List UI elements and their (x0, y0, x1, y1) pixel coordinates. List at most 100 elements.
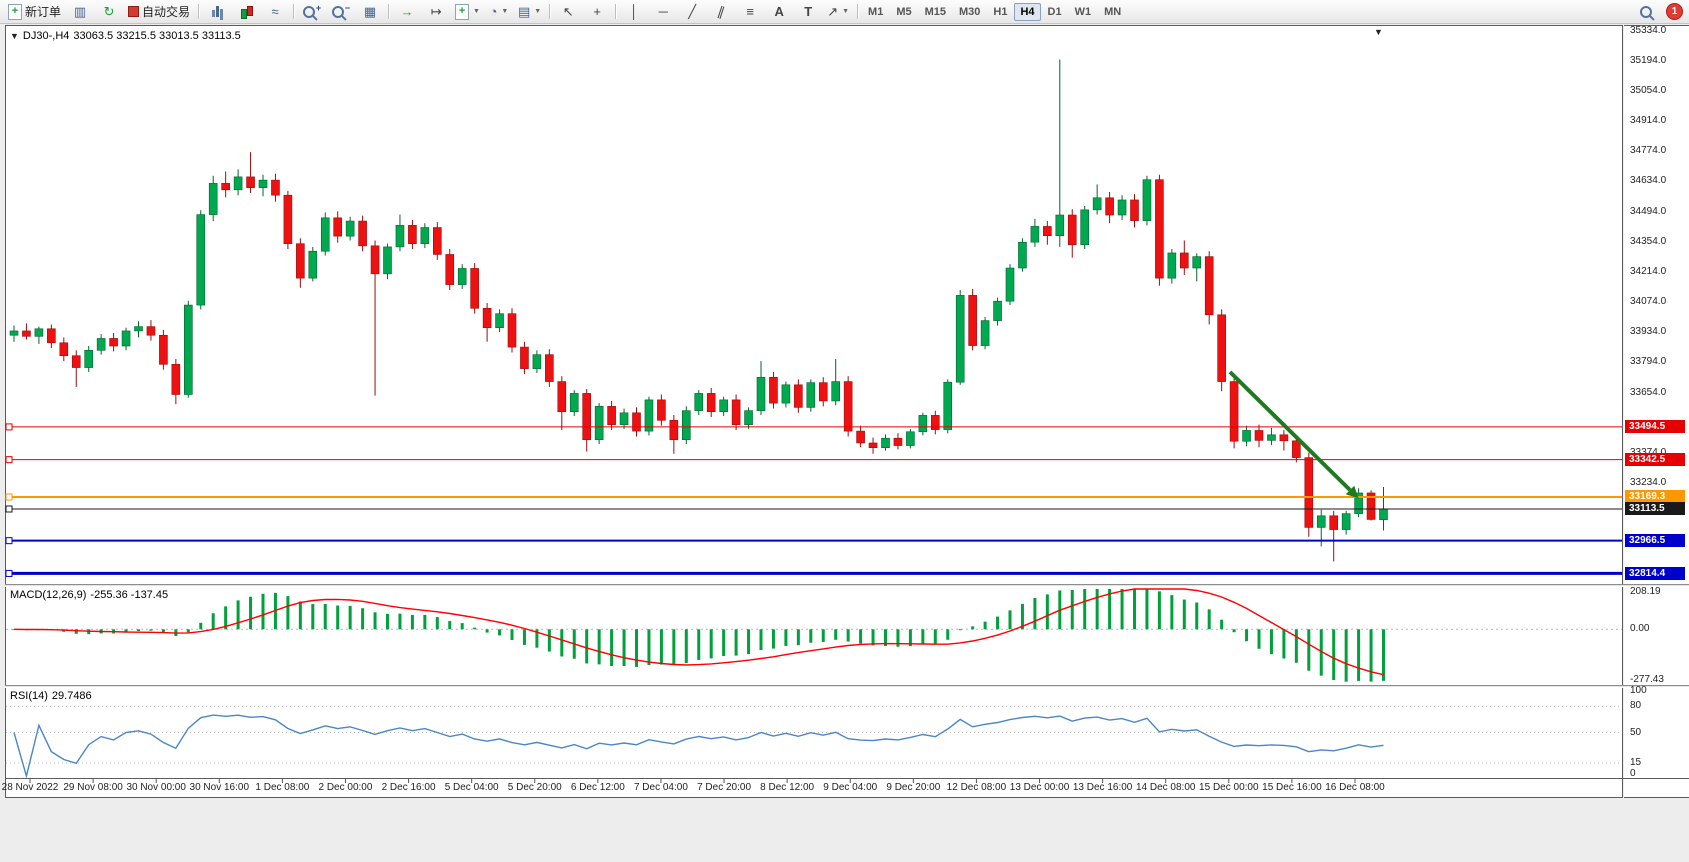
time-label: 28 Nov 2022 (1, 782, 59, 793)
toolbar-right-group: 1 (1632, 1, 1685, 23)
text-icon: A (774, 4, 784, 19)
refresh-quotes-button[interactable]: ↻ (95, 1, 123, 23)
crosshair-tool-button[interactable]: + (583, 1, 611, 23)
timeframe-h4[interactable]: H4 (1014, 2, 1041, 21)
vertical-line-tool-button[interactable]: │ (620, 1, 648, 23)
timeframe-d1[interactable]: D1 (1047, 5, 1062, 18)
line-chart-mode-button[interactable]: ≈ (261, 1, 289, 23)
time-axis-separator (5, 778, 1689, 779)
chevron-down-icon: ▼ (534, 8, 542, 15)
bar-chart-icon (211, 5, 224, 18)
zoom-in-button[interactable]: + (298, 1, 326, 23)
cursor-tool-button[interactable]: ↖ (554, 1, 582, 23)
indicators-button[interactable]: + ▼ (451, 1, 484, 23)
macd-values: -255.36 -137.45 (90, 589, 169, 601)
autotrading-button[interactable]: 自动交易 (124, 1, 194, 23)
price-badge-33342.5: 33342.5 (1625, 453, 1685, 467)
timeframe-m15[interactable]: M15 (924, 5, 947, 18)
channel-icon: ∥ (715, 3, 727, 20)
symbol-period-label: DJ30-,H4 (22, 30, 70, 42)
timeframe-m5[interactable]: M5 (896, 5, 912, 18)
auto-scroll-button[interactable]: → (393, 1, 421, 23)
zoom-out-icon (331, 5, 344, 18)
chart-shift-marker[interactable]: ▼ (1374, 27, 1383, 37)
macd-title: MACD(12,26,9) (10, 589, 87, 601)
price-label: 35194.0 (1630, 54, 1667, 66)
timeframe-m1[interactable]: M1 (868, 5, 884, 18)
one-click-trading-toggle[interactable]: ▼ (10, 31, 19, 41)
label-tool-button[interactable]: T (794, 1, 822, 23)
price-label: 35334.0 (1630, 24, 1667, 36)
price-badge-32814.4: 32814.4 (1625, 566, 1685, 580)
new-order-icon: + (8, 3, 22, 20)
tile-windows-button[interactable]: ▦ (356, 1, 384, 23)
zoom-out-button[interactable]: − (327, 1, 355, 23)
time-label: 5 Dec 20:00 (507, 782, 562, 793)
channel-tool-button[interactable]: ∥ (707, 1, 735, 23)
trendline-icon: ╱ (688, 4, 697, 19)
toolbar-separator (293, 4, 295, 19)
macd-scale-zero: 0.00 (1630, 623, 1650, 635)
time-label: 30 Nov 00:00 (126, 782, 186, 793)
time-label: 9 Dec 04:00 (823, 782, 878, 793)
search-button[interactable] (1632, 1, 1660, 23)
search-icon (1640, 5, 1652, 18)
price-badge-33494.5: 33494.5 (1625, 420, 1685, 434)
zoom-in-icon (302, 5, 315, 18)
fibonacci-tool-button[interactable]: ≡ (736, 1, 764, 23)
time-label: 7 Dec 20:00 (697, 782, 752, 793)
horizontal-line-tool-button[interactable]: ─ (649, 1, 677, 23)
macd-scale-min: -277.43 (1630, 674, 1664, 685)
text-tool-button[interactable]: A (765, 1, 793, 23)
price-label: 33374.0 (1630, 447, 1666, 458)
timeframe-mn[interactable]: MN (1104, 5, 1122, 18)
bar-chart-mode-button[interactable] (203, 1, 231, 23)
timeframe-m30[interactable]: M30 (959, 5, 981, 18)
time-label: 9 Dec 20:00 (886, 782, 941, 793)
ohlc-values: 33063.5 33215.5 33013.5 33113.5 (73, 30, 241, 42)
pane-separator-rsi[interactable] (5, 685, 1689, 688)
chart-plot-area[interactable] (5, 25, 1623, 798)
price-scale-area[interactable] (1624, 25, 1689, 798)
new-order-button[interactable]: + 新订单 (4, 1, 65, 23)
time-label: 13 Dec 16:00 (1072, 782, 1133, 793)
time-label: 14 Dec 08:00 (1135, 782, 1196, 793)
rsi-scale-label: 50 (1630, 726, 1642, 738)
toolbar-separator (388, 4, 390, 19)
periods-button[interactable]: ◔ ▼ (485, 1, 513, 23)
candlestick-mode-button[interactable] (232, 1, 260, 23)
chevron-down-icon: ▼ (842, 8, 850, 15)
time-label: 29 Nov 08:00 (63, 782, 123, 793)
chart-shift-button[interactable]: ↦ (422, 1, 450, 23)
minus-sign: − (344, 2, 351, 13)
cursor-icon: ↖ (562, 4, 574, 19)
price-badge-32966.5: 32966.5 (1625, 534, 1685, 548)
price-badge-33113.5: 33113.5 (1625, 502, 1685, 516)
clock-icon: ◔ (489, 4, 498, 19)
notification-badge[interactable]: 1 (1666, 3, 1683, 20)
chevron-down-icon: ▼ (501, 8, 509, 15)
time-label: 7 Dec 04:00 (633, 782, 688, 793)
price-label: 33934.0 (1630, 326, 1667, 338)
pane-separator-macd[interactable] (5, 584, 1689, 587)
rsi-scale-label: 0 (1630, 768, 1636, 779)
trendline-tool-button[interactable]: ╱ (678, 1, 706, 23)
price-label: 35054.0 (1630, 84, 1667, 96)
arrows-tool-button[interactable]: ↗ ▼ (823, 1, 853, 23)
vertical-line-icon: │ (630, 4, 639, 19)
toolbar-separator (857, 4, 859, 19)
time-label: 8 Dec 12:00 (760, 782, 815, 793)
chart-shift-icon: ↦ (430, 4, 442, 19)
toolbar-separator (549, 4, 551, 19)
charts-window-button[interactable]: ▥ (66, 1, 94, 23)
timeframe-h1[interactable]: H1 (993, 5, 1008, 18)
time-label: 6 Dec 12:00 (570, 782, 625, 793)
time-label: 16 Dec 08:00 (1325, 782, 1385, 793)
time-label: 5 Dec 04:00 (444, 782, 499, 793)
fibonacci-icon: ≡ (746, 4, 754, 19)
toolbar-separator (198, 4, 200, 19)
timeframe-w1[interactable]: W1 (1074, 5, 1092, 18)
main-toolbar: + 新订单 ▥ ↻ 自动交易 ≈ + − ▦ → ↦ + ▼ ◔ ▼ (0, 0, 1689, 24)
templates-button[interactable]: ▤ ▼ (514, 1, 545, 23)
tile-windows-icon: ▦ (363, 4, 377, 19)
